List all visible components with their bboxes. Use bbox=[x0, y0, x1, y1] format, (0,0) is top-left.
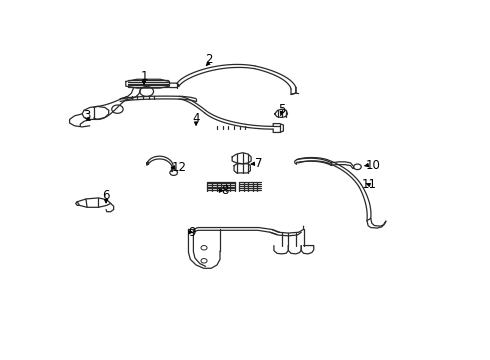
Text: 7: 7 bbox=[255, 157, 263, 170]
Text: 8: 8 bbox=[221, 184, 228, 197]
Text: 2: 2 bbox=[206, 53, 213, 66]
Text: 4: 4 bbox=[192, 112, 200, 125]
Text: 5: 5 bbox=[278, 103, 285, 116]
Text: 10: 10 bbox=[365, 159, 380, 172]
Text: 11: 11 bbox=[361, 178, 376, 191]
Text: 3: 3 bbox=[83, 109, 91, 122]
Text: 6: 6 bbox=[102, 189, 110, 202]
Text: 9: 9 bbox=[189, 226, 196, 239]
Text: 1: 1 bbox=[141, 70, 148, 83]
Text: 12: 12 bbox=[172, 161, 187, 174]
